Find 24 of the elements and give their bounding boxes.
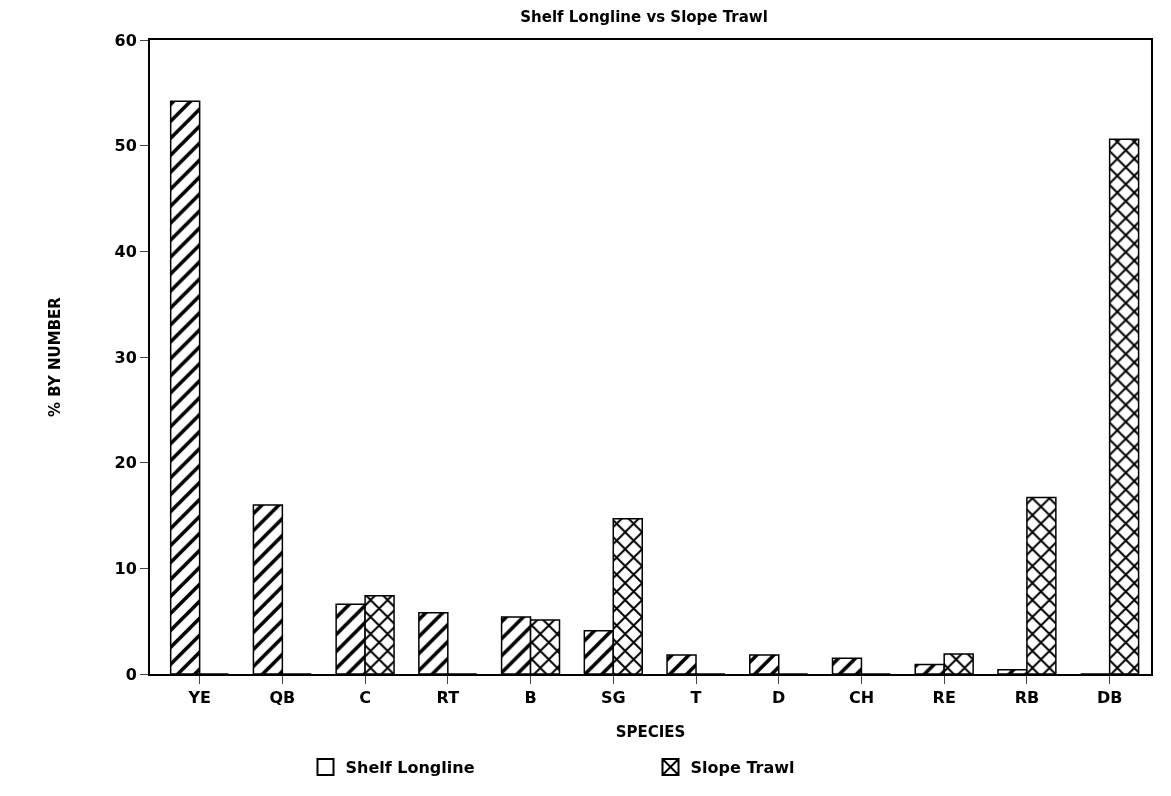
x-tick-label: C (359, 688, 371, 708)
x-tick-label: B (524, 688, 537, 708)
x-tick-label: T (690, 688, 702, 708)
y-tick-label: 40 (114, 241, 137, 261)
y-tick-label: 50 (114, 136, 137, 156)
x-tick-label: D (772, 688, 786, 708)
legend-label: Slope Trawl (690, 758, 795, 778)
chart-title: Shelf Longline vs Slope Trawl (520, 8, 768, 27)
x-tick-label: RE (932, 688, 956, 708)
legend-label: Shelf Longline (345, 758, 475, 778)
y-tick-label: 0 (125, 664, 137, 684)
y-tick-label: 60 (114, 30, 137, 50)
x-tick-label: RT (436, 688, 460, 708)
x-tick-label: DB (1096, 688, 1123, 708)
y-tick-label: 30 (114, 347, 137, 367)
x-tick-label: QB (269, 688, 296, 708)
x-tick-label: RB (1014, 688, 1040, 708)
x-axis-title: SPECIES (615, 722, 686, 741)
y-tick-label: 20 (114, 453, 137, 473)
y-tick-label: 10 (114, 558, 137, 578)
x-tick-label: SG (600, 688, 626, 708)
x-tick-label: YE (187, 688, 211, 708)
x-tick-label: CH (848, 688, 875, 708)
y-axis-title: % BY NUMBER (46, 296, 65, 417)
